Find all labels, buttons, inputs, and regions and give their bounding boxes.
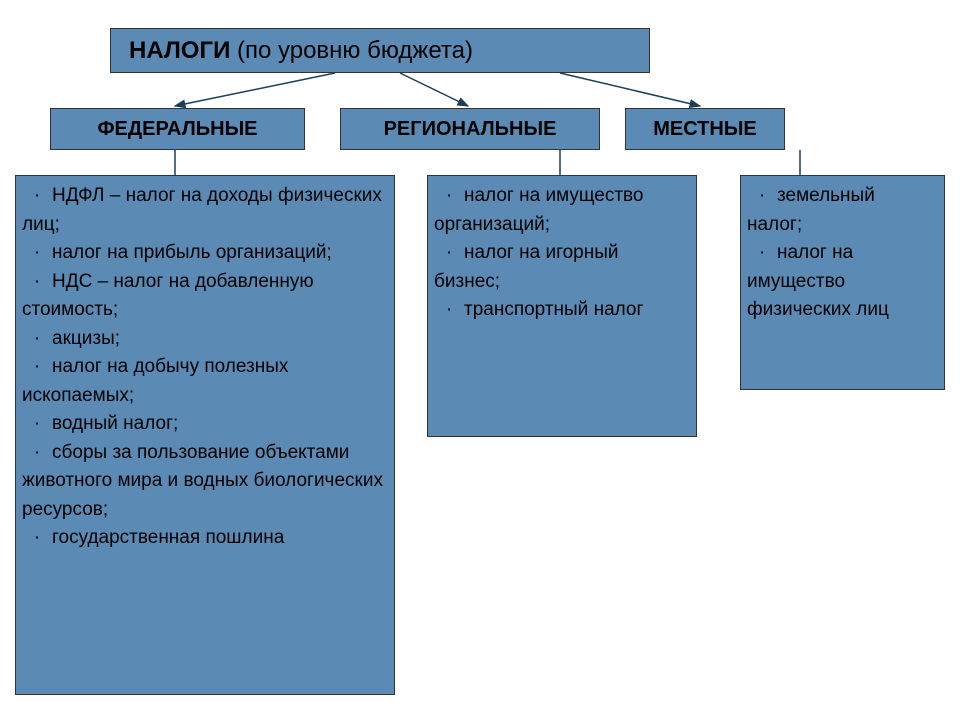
item-text: акцизы; — [52, 328, 120, 349]
category-regional: РЕГИОНАЛЬНЫЕ — [340, 108, 600, 150]
list-item: ·сборы за пользование объектами животног… — [22, 439, 384, 525]
item-text: налог на имущество организаций; — [434, 185, 644, 235]
item-text: налог на добычу полезных ископаемых; — [22, 356, 288, 406]
category-regional-label: РЕГИОНАЛЬНЫЕ — [384, 118, 557, 141]
item-text: НДФЛ – налог на доходы физических лиц; — [22, 185, 382, 235]
list-item: ·налог на имущество физических лиц — [747, 239, 934, 325]
list-item: ·налог на игорный бизнес; — [434, 239, 686, 296]
content-regional: ·налог на имущество организаций; ·налог … — [427, 175, 697, 437]
list-item: ·НДФЛ – налог на доходы физических лиц; — [22, 182, 384, 239]
item-text: сборы за пользование объектами животного… — [22, 442, 383, 520]
item-text: государственная пошлина — [52, 527, 284, 548]
title-box: НАЛОГИ (по уровню бюджета) — [110, 28, 650, 73]
item-text: НДС – налог на добавленную стоимость; — [22, 271, 314, 321]
content-local: ·земельный налог; ·налог на имущество фи… — [740, 175, 945, 390]
list-item: ·налог на имущество организаций; — [434, 182, 686, 239]
list-item: ·НДС – налог на добавленную стоимость; — [22, 268, 384, 325]
list-item: ·акцизы; — [22, 325, 384, 354]
category-federal-label: ФЕДЕРАЛЬНЫЕ — [97, 118, 257, 141]
list-item: ·государственная пошлина — [22, 524, 384, 553]
list-item: ·транспортный налог — [434, 296, 686, 325]
category-federal: ФЕДЕРАЛЬНЫЕ — [50, 108, 305, 150]
list-item: ·налог на добычу полезных ископаемых; — [22, 353, 384, 410]
category-local: МЕСТНЫЕ — [625, 108, 785, 150]
item-text: транспортный налог — [464, 299, 643, 320]
title-bold: НАЛОГИ — [129, 37, 230, 64]
item-text: водный налог; — [52, 413, 178, 434]
list-item: ·водный налог; — [22, 410, 384, 439]
category-local-label: МЕСТНЫЕ — [653, 118, 757, 141]
item-text: налог на прибыль организаций; — [52, 242, 332, 263]
list-item: ·налог на прибыль организаций; — [22, 239, 384, 268]
list-item: ·земельный налог; — [747, 182, 934, 239]
title-rest: (по уровню бюджета) — [230, 37, 473, 64]
content-federal: ·НДФЛ – налог на доходы физических лиц; … — [15, 175, 395, 695]
